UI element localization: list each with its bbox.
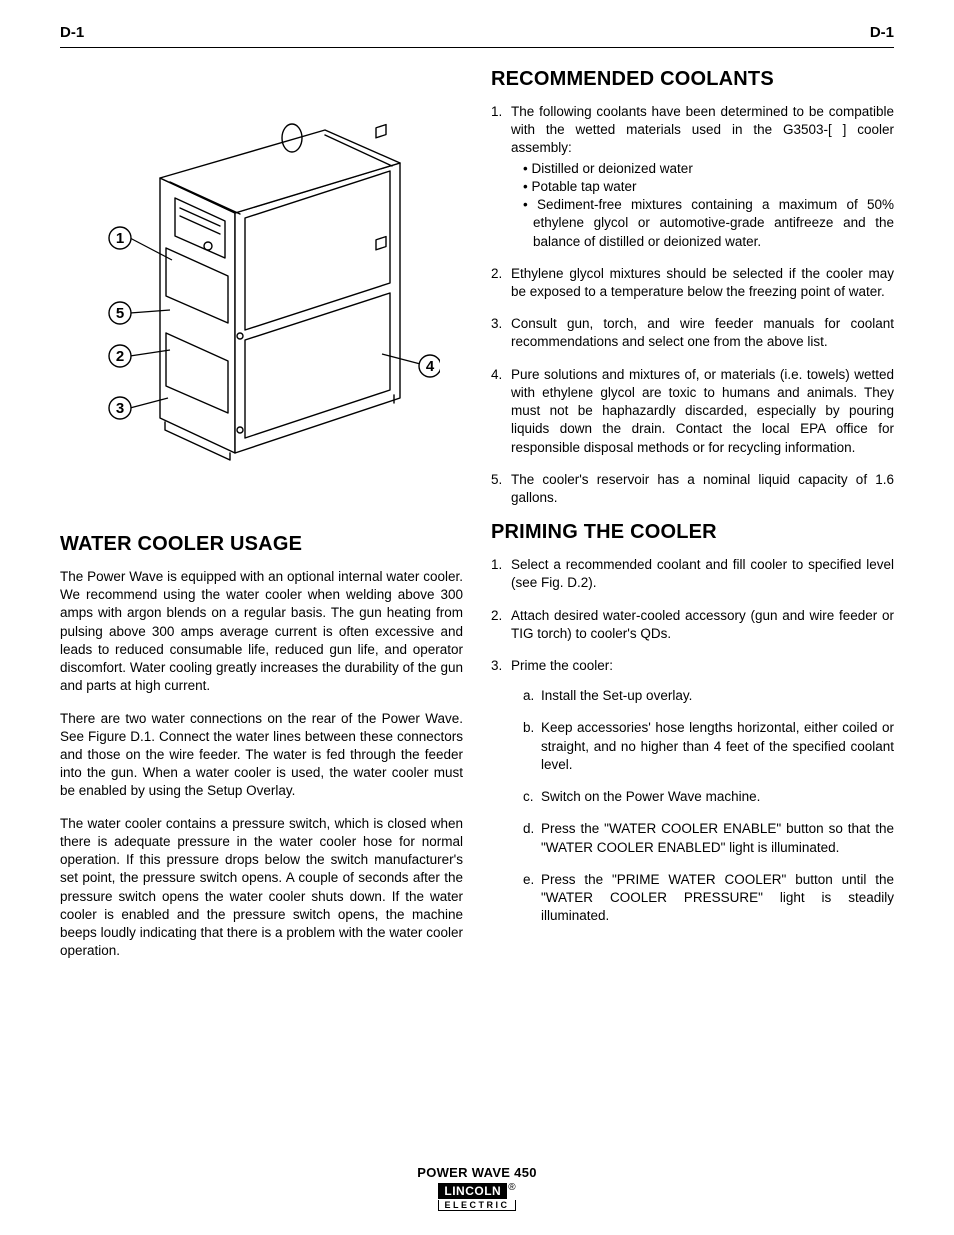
coolants-item: 4.Pure solutions and mixtures of, or mat…	[491, 366, 894, 457]
logo-lincoln-text: LINCOLN	[438, 1183, 507, 1199]
sub-item: c.Switch on the Power Wave machine.	[523, 788, 894, 806]
list-number: 4.	[491, 366, 511, 457]
callout-1: 1	[116, 230, 124, 247]
callout-2: 2	[116, 348, 124, 365]
priming-item: 2.Attach desired water-cooled accessory …	[491, 607, 894, 643]
cooler-diagram-svg: 1 5 2 3 4	[80, 108, 440, 468]
priming-item: 3.Prime the cooler:a.Install the Set-up …	[491, 657, 894, 939]
sub-letter: d.	[523, 820, 541, 856]
list-number: 3.	[491, 315, 511, 351]
left-column: 1 5 2 3 4 WATER COOLER USAGE The Power W…	[60, 68, 463, 974]
callout-5: 5	[116, 305, 124, 322]
list-number: 2.	[491, 607, 511, 643]
sub-text: Keep accessories' hose lengths horizonta…	[541, 719, 894, 774]
sub-text: Press the "PRIME WATER COOLER" button un…	[541, 871, 894, 926]
list-text: Prime the cooler:a.Install the Set-up ov…	[511, 657, 894, 939]
list-number: 1.	[491, 103, 511, 251]
sub-item: e.Press the "PRIME WATER COOLER" button …	[523, 871, 894, 926]
list-text: Pure solutions and mixtures of, or mater…	[511, 366, 894, 457]
callout-3: 3	[116, 400, 124, 417]
header-rule	[60, 47, 894, 48]
coolants-item: 3.Consult gun, torch, and wire feeder ma…	[491, 315, 894, 351]
cooler-diagram: 1 5 2 3 4	[60, 68, 463, 533]
list-number: 5.	[491, 471, 511, 507]
sub-item: b.Keep accessories' hose lengths horizon…	[523, 719, 894, 774]
page-header: D-1 D-1	[60, 24, 894, 41]
sub-list: a.Install the Set-up overlay.b.Keep acce…	[523, 687, 894, 925]
header-right: D-1	[870, 24, 894, 41]
list-text: Attach desired water-cooled accessory (g…	[511, 607, 894, 643]
coolants-item: 1.The following coolants have been deter…	[491, 103, 894, 251]
list-number: 2.	[491, 265, 511, 301]
sub-letter: b.	[523, 719, 541, 774]
wcu-para-1: The Power Wave is equipped with an optio…	[60, 568, 463, 696]
coolants-item: 5.The cooler's reservoir has a nominal l…	[491, 471, 894, 507]
wcu-para-3: The water cooler contains a pressure swi…	[60, 815, 463, 961]
sub-letter: e.	[523, 871, 541, 926]
recommended-coolants-heading: RECOMMENDED COOLANTS	[491, 68, 894, 91]
wcu-para-2: There are two water connections on the r…	[60, 710, 463, 801]
content-columns: 1 5 2 3 4 WATER COOLER USAGE The Power W…	[60, 68, 894, 974]
sub-text: Install the Set-up overlay.	[541, 687, 894, 705]
header-left: D-1	[60, 24, 84, 41]
footer-product: POWER WAVE 450	[0, 1165, 954, 1180]
sub-letter: c.	[523, 788, 541, 806]
list-text: Consult gun, torch, and wire feeder manu…	[511, 315, 894, 351]
water-cooler-usage-heading: WATER COOLER USAGE	[60, 533, 463, 556]
sub-text: Switch on the Power Wave machine.	[541, 788, 894, 806]
list-text: Select a recommended coolant and fill co…	[511, 556, 894, 592]
priming-cooler-heading: PRIMING THE COOLER	[491, 521, 894, 544]
priming-item: 1.Select a recommended coolant and fill …	[491, 556, 894, 592]
list-number: 1.	[491, 556, 511, 592]
priming-list: 1.Select a recommended coolant and fill …	[491, 556, 894, 939]
logo-registered: ®	[508, 1182, 515, 1193]
list-number: 3.	[491, 657, 511, 939]
right-column: RECOMMENDED COOLANTS 1.The following coo…	[491, 68, 894, 974]
bullet-item: Distilled or deionized water	[523, 160, 894, 178]
page-footer: POWER WAVE 450 LINCOLN® ELECTRIC	[0, 1165, 954, 1213]
list-text: Ethylene glycol mixtures should be selec…	[511, 265, 894, 301]
lincoln-logo: LINCOLN® ELECTRIC	[438, 1182, 515, 1211]
sub-item: d.Press the "WATER COOLER ENABLE" button…	[523, 820, 894, 856]
bullet-list: Distilled or deionized waterPotable tap …	[523, 160, 894, 251]
list-text: The cooler's reservoir has a nominal liq…	[511, 471, 894, 507]
sub-letter: a.	[523, 687, 541, 705]
bullet-item: Potable tap water	[523, 178, 894, 196]
logo-electric-text: ELECTRIC	[438, 1200, 515, 1211]
bullet-item: Sediment-free mixtures containing a maxi…	[523, 196, 894, 251]
list-text: The following coolants have been determi…	[511, 103, 894, 251]
coolants-item: 2.Ethylene glycol mixtures should be sel…	[491, 265, 894, 301]
coolants-list: 1.The following coolants have been deter…	[491, 103, 894, 507]
sub-text: Press the "WATER COOLER ENABLE" button s…	[541, 820, 894, 856]
sub-item: a.Install the Set-up overlay.	[523, 687, 894, 705]
callout-4: 4	[426, 358, 435, 375]
